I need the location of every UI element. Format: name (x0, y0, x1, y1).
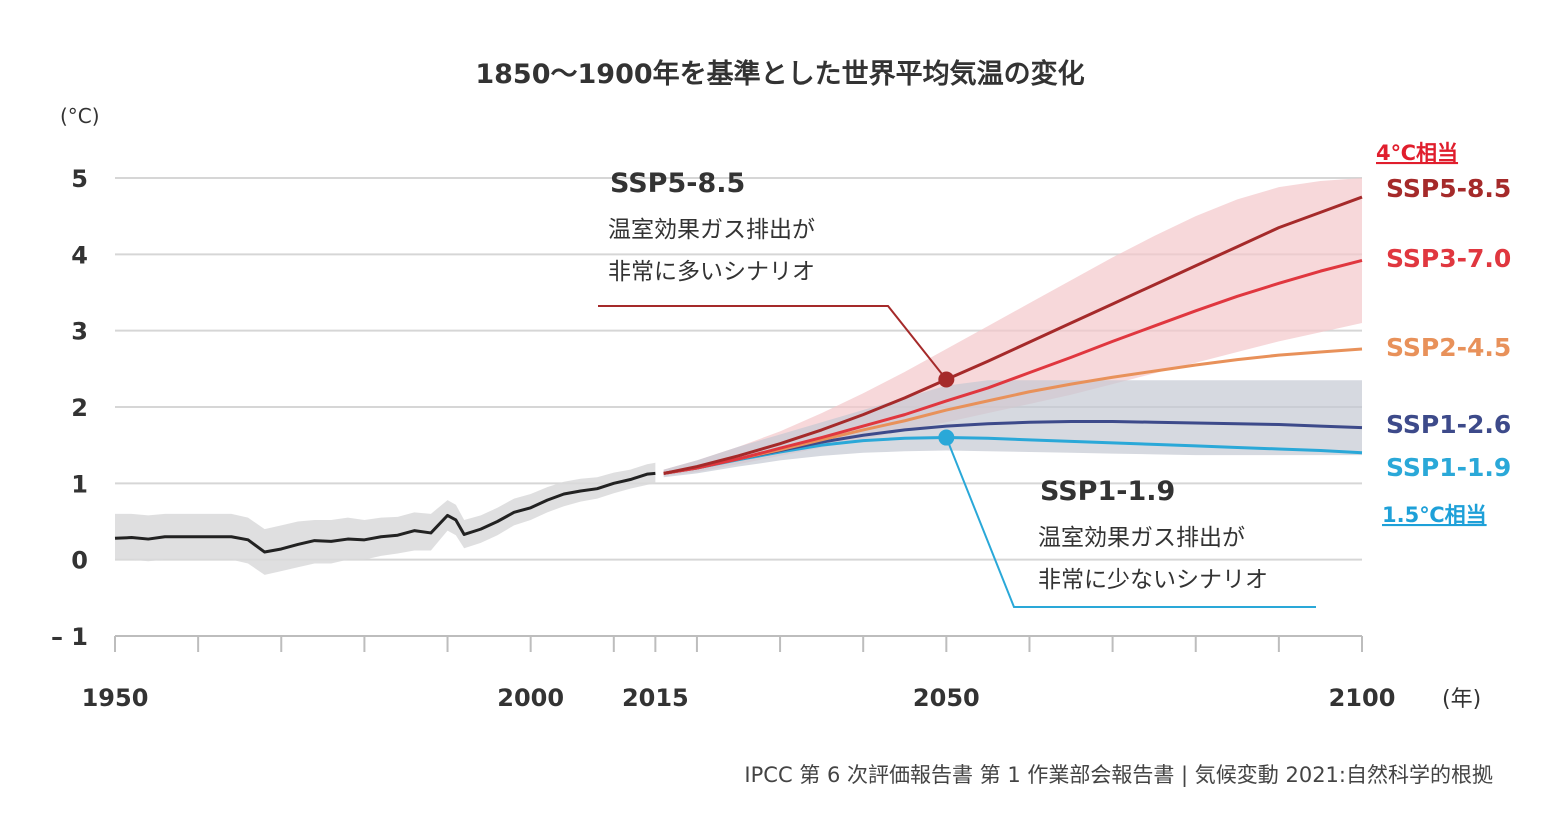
callout-leader-ssp5-8-5 (598, 305, 948, 381)
source-note: IPCC 第 6 次評価報告書 第 1 作業部会報告書 | 気候変動 2021:… (744, 763, 1493, 788)
x-axis (114, 635, 1363, 652)
x-tick-label: 1950 (82, 684, 149, 712)
x-tick-label: 2015 (622, 684, 689, 712)
y-tick-label: 5 (71, 165, 88, 193)
series-label-ssp1-1-9: SSP1-1.9 (1386, 453, 1511, 482)
x-tick-label: 2100 (1329, 684, 1396, 712)
series-label-ssp3-7-0: SSP3-7.0 (1386, 244, 1511, 273)
series-label-ssp1-2-6: SSP1-2.6 (1386, 410, 1511, 439)
y-tick-label: 1 (71, 470, 88, 498)
callout-text: 非常に多いシナリオ (608, 259, 815, 285)
y-axis-unit: (°C) (60, 104, 100, 128)
equiv-label-1-5c: 1.5℃相当 (1382, 503, 1487, 527)
band-low (663, 380, 1362, 478)
series-label-ssp2-4-5: SSP2-4.5 (1386, 333, 1511, 362)
historical-line (114, 471, 656, 554)
x-tick-label: 2050 (913, 684, 980, 712)
callouts: SSP5-8.5温室効果ガス排出が非常に多いシナリオSSP1-1.9温室効果ガス… (598, 168, 1316, 608)
series-labels: SSP5-8.5 SSP3-7.0 SSP2-4.5 SSP1-2.6 SSP1-1.9… (1376, 141, 1511, 527)
y-tick-label: 3 (71, 318, 88, 346)
callout-text: 非常に少ないシナリオ (1038, 567, 1268, 593)
callout-title: SSP1-1.9 (1040, 476, 1175, 507)
callout-point-ssp5-8-5 (938, 371, 955, 388)
series-line-ssp5-8-5 (663, 195, 1363, 475)
band-high (663, 178, 1362, 476)
x-tick-label: 2000 (497, 684, 564, 712)
callout-leader-ssp1-1-9 (945, 437, 1316, 608)
y-tick-label: 2 (71, 394, 88, 422)
callout-point-ssp1-1-9 (938, 429, 955, 446)
series-line-ssp3-7-0 (663, 258, 1363, 475)
y-tick-label: – 1 (51, 623, 88, 651)
equiv-label-4c: 4℃相当 (1376, 141, 1458, 165)
uncertainty-bands (115, 178, 1362, 575)
series-lines (114, 195, 1363, 554)
y-tick-labels: 5 4 3 2 1 0 – 1 (51, 165, 88, 651)
x-axis-unit: (年) (1442, 687, 1481, 712)
callout-text: 温室効果ガス排出が (1038, 525, 1245, 551)
callout-text: 温室効果ガス排出が (608, 217, 815, 243)
x-tick-labels: 1950 2000 2015 2050 2100 (82, 684, 1396, 712)
y-tick-label: 0 (71, 547, 88, 575)
historical-band (115, 462, 656, 575)
callout-title: SSP5-8.5 (610, 168, 745, 199)
series-label-ssp5-8-5: SSP5-8.5 (1386, 174, 1511, 203)
y-tick-label: 4 (71, 241, 88, 269)
chart-title: 1850〜1900年を基準とした世界平均気温の変化 (475, 58, 1084, 90)
